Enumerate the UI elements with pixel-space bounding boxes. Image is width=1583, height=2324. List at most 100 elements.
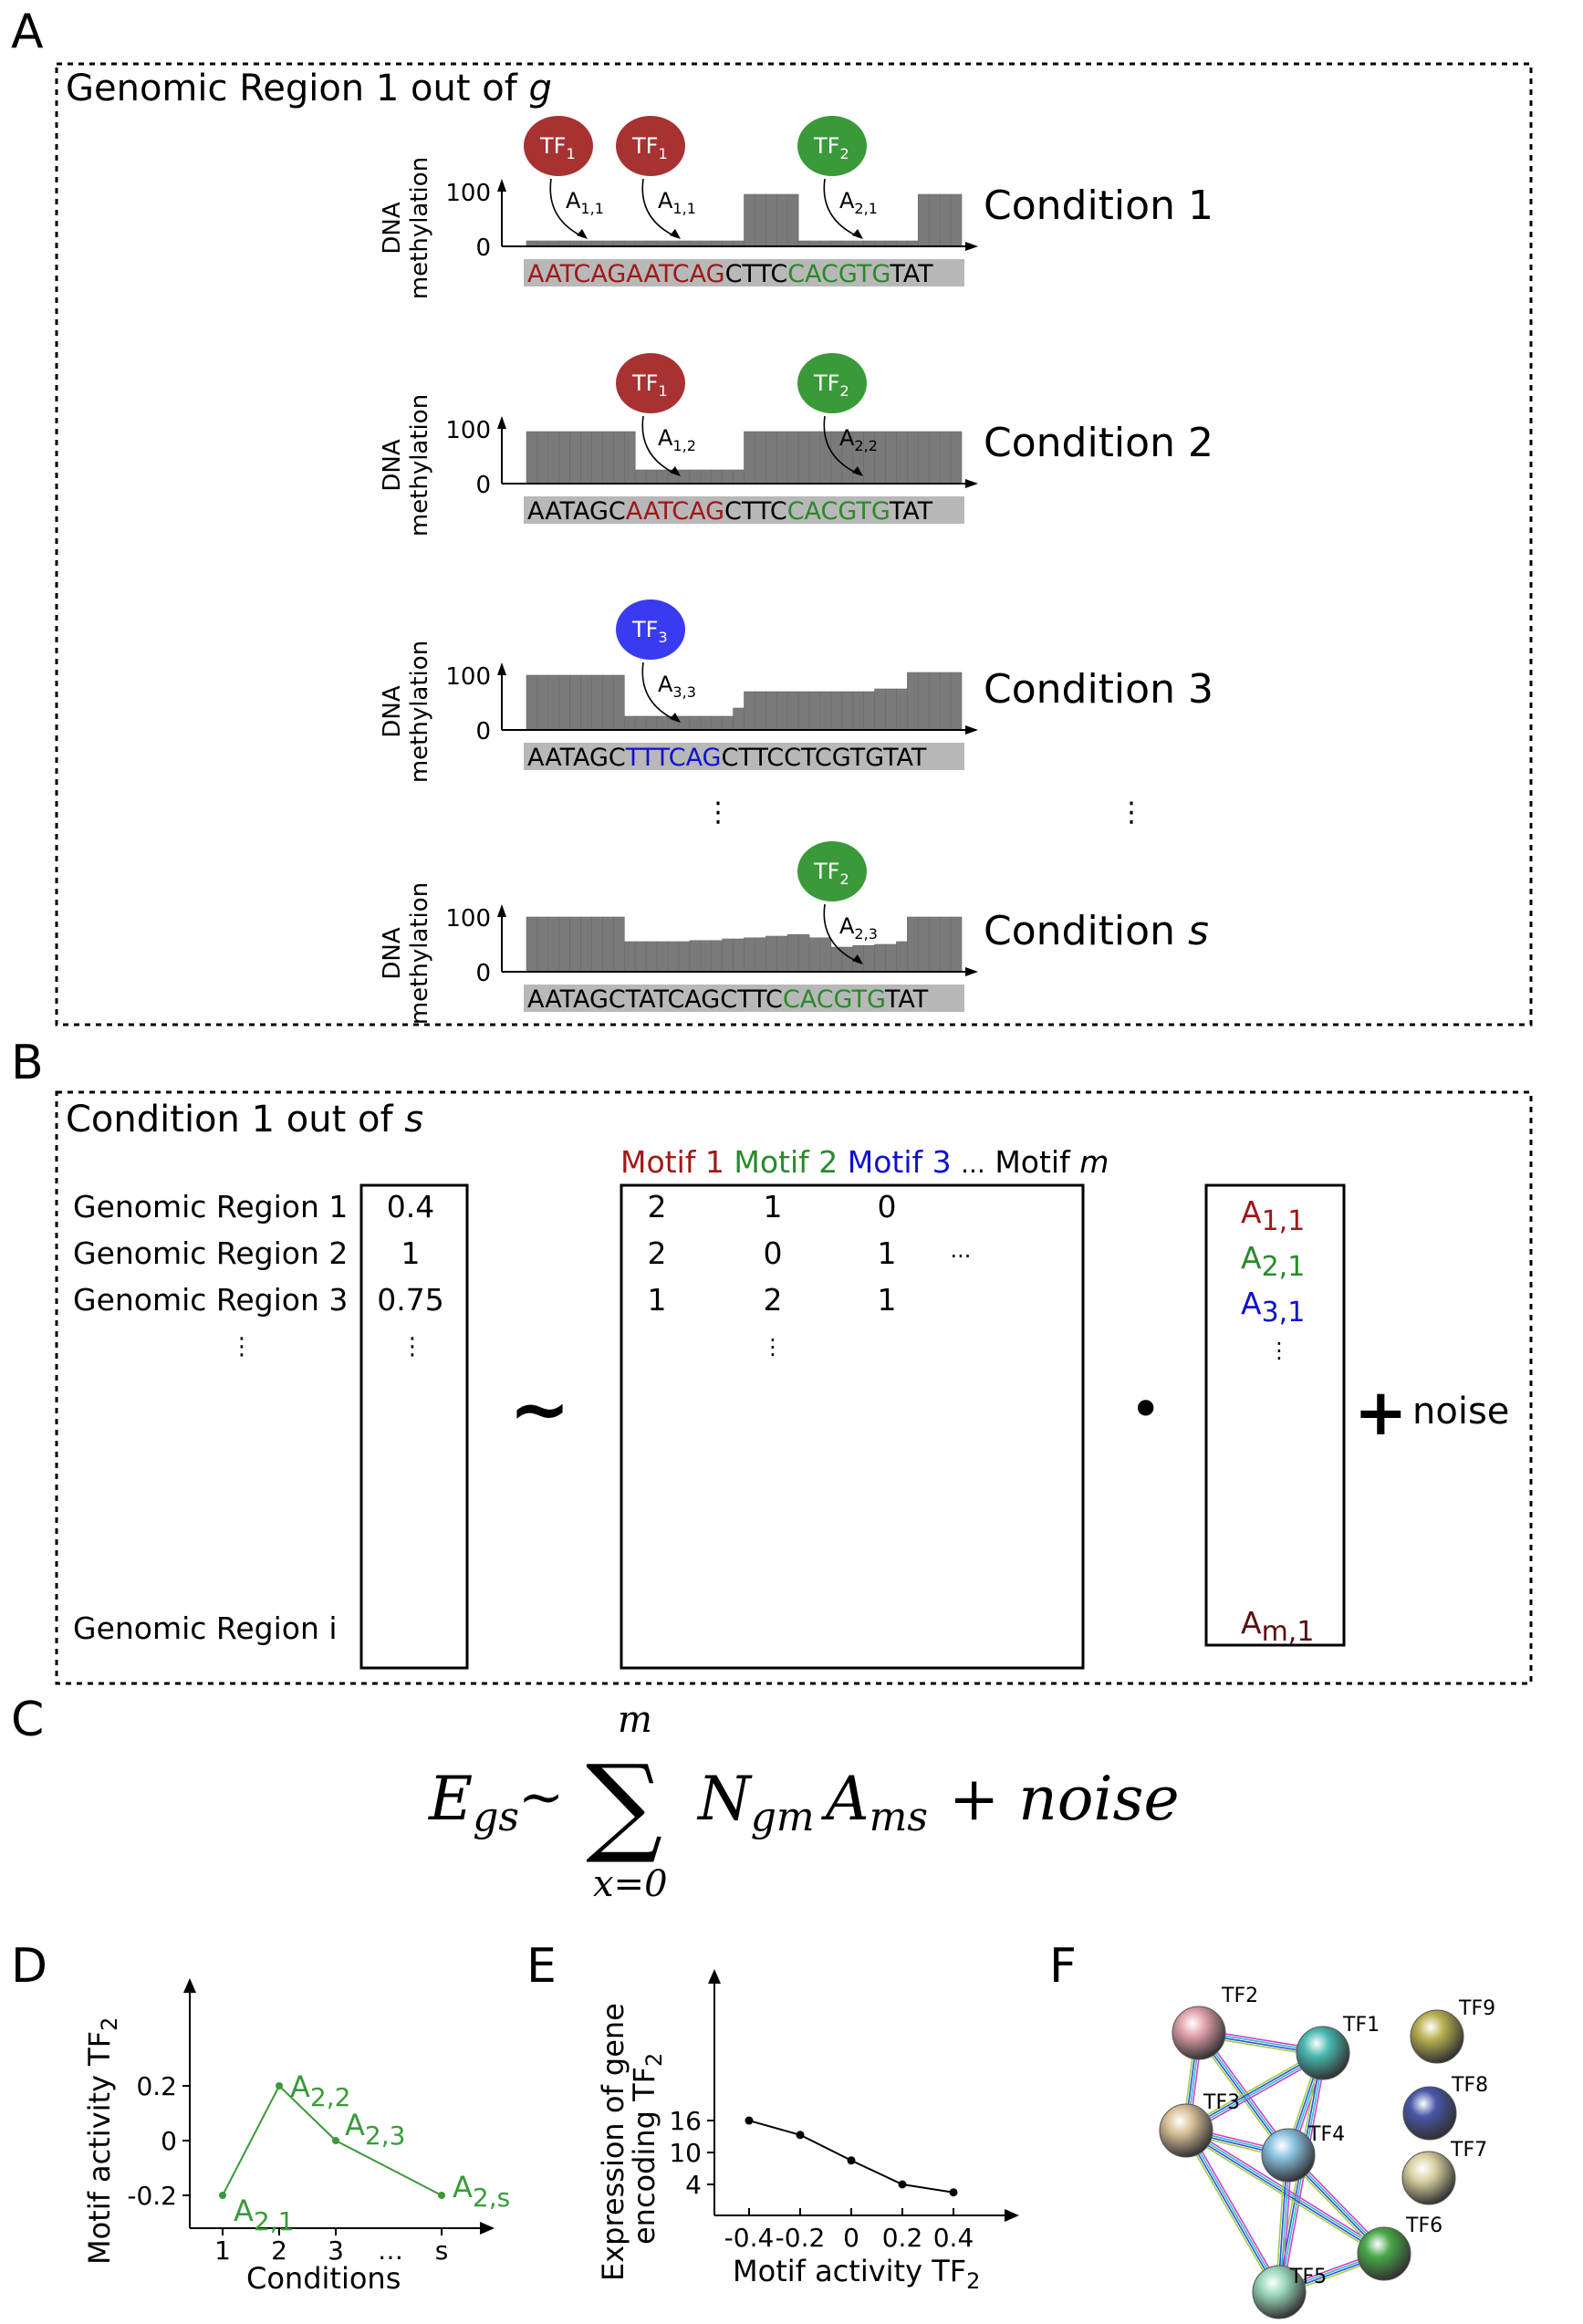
methylation-bar	[786, 431, 799, 485]
methylation-bar	[830, 691, 843, 731]
methylation-axis-label: DNA	[379, 927, 406, 979]
x-tick-label: -0.4	[724, 2223, 775, 2253]
binding-arrowhead	[577, 229, 588, 239]
vector-dots: ⋮	[401, 1333, 424, 1360]
methylation-bar	[722, 469, 734, 485]
methylation-bar	[689, 715, 702, 731]
methylation-bar	[711, 469, 723, 485]
panel-b-letter: B	[11, 1036, 44, 1090]
data-point	[332, 2137, 339, 2144]
methylation-bar	[786, 933, 799, 973]
methylation-bar	[797, 431, 810, 485]
y-axis-arrow	[708, 1969, 721, 1984]
methylation-bar	[558, 674, 571, 731]
vector-value: 0.4	[387, 1189, 434, 1225]
methylation-bar	[547, 674, 560, 731]
activity-entry: Am,1	[1241, 1605, 1314, 1648]
methylation-bar	[755, 193, 766, 247]
binding-arrow	[823, 178, 860, 238]
activity-entry: A2,1	[1241, 1240, 1305, 1283]
methylation-bar	[547, 431, 560, 485]
methylation-bar	[634, 469, 647, 485]
activity-vector-box	[1204, 1183, 1346, 1647]
binding-arrowhead	[670, 466, 681, 476]
methylation-bar	[689, 469, 702, 485]
methylation-bar	[928, 672, 941, 731]
network-node	[1402, 2086, 1457, 2141]
sequence-background	[524, 496, 964, 524]
methylation-bar	[678, 941, 691, 973]
methylation-bar	[852, 691, 864, 731]
equation: Egs ~ ∑ m x=0 Ngm Ams + noise	[428, 1699, 1180, 1905]
x-tick-label: 1	[214, 2235, 231, 2266]
motif-header: Motif 1	[620, 1144, 724, 1180]
panel-d-letter: D	[11, 1939, 47, 1994]
tf-ellipse	[797, 116, 867, 176]
panel-b-box-title: Condition 1 out of s	[66, 1099, 423, 1141]
methylation-bar	[569, 916, 581, 973]
x-axis-arrow	[965, 967, 978, 976]
methylation-vector-box	[359, 1183, 469, 1670]
matrix-cell: ···	[951, 1244, 972, 1269]
methylation-bar	[786, 691, 799, 731]
methylation-bar	[885, 688, 897, 731]
matrix-cell: 0	[764, 1235, 783, 1271]
condition-row: DNA methylation 100 0 AATCAGAATCAGCTTCCACGTG…	[379, 116, 1213, 299]
sequence-background	[524, 743, 964, 770]
panel-d-xlabel: Conditions	[246, 2261, 401, 2296]
panel-e-ylabel-line2: encoding TF2	[627, 2053, 667, 2245]
x-axis-arrow	[1005, 2209, 1019, 2222]
tf-ellipse	[616, 116, 685, 176]
condition-label: Condition 2	[984, 420, 1213, 466]
series-line	[222, 2084, 443, 2196]
methylation-bar	[700, 940, 713, 973]
network-node-label: TF9	[1458, 1997, 1495, 2020]
binding-arrowhead	[670, 229, 681, 239]
methylation-bar	[645, 469, 658, 485]
sequence-segment: CTTCCTCGTGTAT	[721, 744, 926, 772]
methylation-bar	[634, 715, 647, 731]
y-tick-label: 0	[161, 2126, 177, 2156]
y-axis-arrow	[497, 904, 506, 917]
network-edge	[1183, 2132, 1383, 2257]
tick-label: 0	[475, 960, 491, 987]
methylation-bar	[928, 193, 941, 247]
methylation-bar	[744, 431, 755, 485]
methylation-bar	[863, 691, 875, 731]
panel-e-letter: E	[526, 1939, 557, 1994]
motif-header-row: Motif 1 Motif 2 Motif 3 ... Motif m	[620, 1144, 1109, 1180]
methylation-bar	[950, 431, 963, 485]
y-tick-label: 0.2	[136, 2071, 177, 2101]
methylation-bar	[526, 674, 538, 731]
sequence-segment: CACGTG	[787, 260, 890, 288]
panel-e-xlabel: Motif activity TF2	[733, 2254, 980, 2294]
activity-entry: A3,1	[1241, 1286, 1305, 1329]
condition-label: Condition 3	[984, 666, 1213, 713]
activity-label: A1,2	[658, 425, 696, 454]
network-node	[1261, 2128, 1316, 2183]
methylation-bar	[896, 941, 908, 973]
methylation-bar	[700, 715, 713, 731]
methylation-bar	[755, 691, 766, 731]
sequence-background	[524, 985, 964, 1012]
activity-vector: A1,1A2,1A3,1 ⋮ Am,1	[1241, 1194, 1314, 1648]
methylation-bar	[907, 431, 919, 485]
panel-a-letter: A	[11, 5, 44, 59]
methylation-bar	[939, 431, 952, 485]
binding-arrow	[641, 662, 678, 722]
methylation-bar	[613, 674, 625, 731]
sequence-segment: TAT	[889, 497, 933, 526]
tf-label: TF2	[813, 859, 849, 888]
binding-arrow	[641, 415, 678, 475]
x-tick-label: …	[378, 2235, 403, 2266]
activity-entry: ⋮	[1268, 1338, 1290, 1363]
methylation-bar	[667, 941, 680, 973]
tf-label: TF1	[539, 133, 576, 162]
methylation-bar	[536, 916, 549, 973]
methylation-bar	[950, 193, 963, 247]
methylation-axis-label: DNA	[379, 439, 406, 491]
region-label: Genomic Region 1	[73, 1189, 348, 1225]
dna-sequence: AATAGCAATCAGCTTCCACGTGTAT	[527, 497, 933, 526]
methylation-bar	[950, 916, 963, 973]
sum-symbol: ∑	[586, 1741, 662, 1867]
